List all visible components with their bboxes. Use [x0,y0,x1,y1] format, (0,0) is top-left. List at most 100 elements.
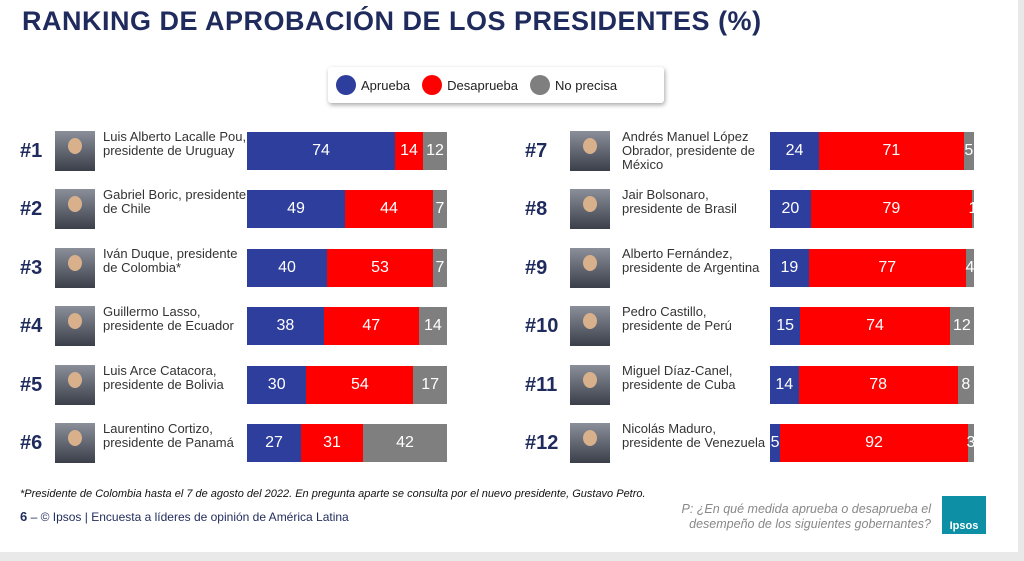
stacked-bar: 27 31 42 [247,424,447,462]
rank-label: #1 [20,140,43,162]
bar-segment-aprueba: 38 [247,307,324,345]
president-row: #6 Laurentino Cortizo, presidente de Pana… [20,421,480,463]
president-photo [55,131,95,171]
president-name: Jair Bolsonaro, presidente de Brasil [622,187,737,216]
president-row: #8 Jair Bolsonaro, presidente de Brasil 20… [525,187,985,229]
logo-text: Ipsos [949,520,979,532]
president-photo [55,189,95,229]
rank-label: #11 [525,374,558,396]
bar-segment-aprueba: 15 [770,307,801,345]
rank-label: #9 [525,257,548,279]
president-photo [55,423,95,463]
stacked-bar: 19 77 4 [770,249,974,287]
president-name: Luis Alberto Lacalle Pou, presidente de … [103,129,247,158]
bar-segment-aprueba: 40 [247,249,327,287]
ipsos-logo: Ipsos [942,496,986,534]
legend-item-desaprueba: Desaprueba [422,75,518,95]
page-number: 6 [20,509,28,524]
stacked-bar: 15 74 12 [770,307,974,345]
bar-segment-no-precisa: 5 [963,132,974,170]
bar-segment-no-precisa: 3 [966,424,975,462]
bar-segment-desaprueba: 44 [345,190,433,228]
president-row: #7 Andrés Manuel López Obrador, president… [525,129,985,172]
bar-segment-desaprueba: 78 [798,366,958,404]
legend-swatch [422,75,443,95]
bar-segment-aprueba: 27 [247,424,301,462]
president-row: #12 Nicolás Maduro, presidente de Venezue… [525,421,985,463]
president-name: Nicolás Maduro, presidente de Venezuela [622,421,766,450]
legend: Aprueba Desaprueba No precisa [328,67,664,103]
bar-segment-no-precisa: 7 [433,190,447,228]
president-name: Alberto Fernández, presidente de Argenti… [622,246,760,275]
president-photo [55,248,95,288]
legend-label: Aprueba [361,77,411,93]
bar-segment-aprueba: 74 [247,132,395,170]
legend-item-aprueba: Aprueba [336,75,410,95]
bar-segment-desaprueba: 54 [306,366,414,404]
stacked-bar: 14 78 8 [770,366,974,404]
legend-swatch [529,75,550,95]
bar-segment-aprueba: 30 [247,366,307,404]
bar-segment-aprueba: 5 [770,424,781,462]
legend-swatch [336,75,356,95]
legend-item-no-precisa: No precisa [529,75,617,95]
bar-segment-no-precisa: 1 [969,190,977,228]
bar-segment-no-precisa: 17 [413,366,447,404]
president-photo [570,189,610,229]
stacked-bar: 38 47 14 [247,307,447,345]
source: © Ipsos | Encuesta a líderes de opinión … [40,510,349,524]
president-name: Laurentino Cortizo, presidente de Panamá [103,421,234,450]
bar-segment-desaprueba: 71 [818,132,964,170]
president-name: Andrés Manuel López Obrador, presidente … [622,129,755,172]
president-photo [55,306,95,346]
bar-segment-no-precisa: 12 [949,307,974,345]
stacked-bar: 30 54 17 [247,366,447,404]
rank-label: #10 [525,315,559,337]
legend-label: Desaprueba [447,77,518,93]
rank-label: #5 [20,374,43,396]
president-name: Guillermo Lasso, presidente de Ecuador [103,304,234,333]
bar-segment-aprueba: 20 [770,190,811,228]
bar-segment-no-precisa: 14 [418,307,447,345]
president-row: #1 Luis Alberto Lacalle Pou, presidente d… [20,129,480,171]
bar-segment-desaprueba: 31 [301,424,363,462]
bar-segment-desaprueba: 14 [395,132,423,170]
president-photo [570,248,610,288]
bar-segment-desaprueba: 47 [323,307,419,345]
president-row: #11 Miguel Díaz-Canel, presidente de Cuba… [525,363,985,405]
bar-segment-desaprueba: 77 [808,249,966,287]
rank-label: #8 [525,198,548,220]
president-row: #4 Guillermo Lasso, presidente de Ecuador… [20,304,480,346]
rank-label: #12 [525,432,559,454]
bar-segment-no-precisa: 12 [423,132,447,170]
president-photo [570,365,610,405]
page-footer: 6 – © Ipsos | Encuesta a líderes de opin… [20,509,349,524]
bar-segment-no-precisa: 42 [363,424,447,462]
president-name: Gabriel Boric, presidente de Chile [103,187,247,216]
president-row: #10 Pedro Castillo, presidente de Perú 15 7… [525,304,985,346]
rank-label: #6 [20,432,43,454]
bar-segment-aprueba: 49 [247,190,345,228]
rank-label: #7 [525,140,548,162]
president-photo [570,423,610,463]
rank-label: #4 [20,315,43,337]
president-name: Pedro Castillo, presidente de Perú [622,304,732,333]
question-text: P: ¿En qué medida aprueba o desaprueba e… [681,502,931,531]
president-row: #3 Iván Duque, presidente de Colombia* 40 5… [20,247,480,288]
president-photo [570,306,610,346]
stacked-bar: 40 53 7 [247,249,447,287]
bar-segment-desaprueba: 92 [780,424,968,462]
bar-segment-desaprueba: 79 [810,190,972,228]
president-name: Luis Arce Catacora, presidente de Bolivi… [103,363,224,392]
president-row: #9 Alberto Fernández, presidente de Argen… [525,246,985,288]
stacked-bar: 49 44 7 [247,190,447,228]
president-row: #2 Gabriel Boric, presidente de Chile 49 44… [20,187,480,229]
president-name: Miguel Díaz-Canel, presidente de Cuba [622,363,736,392]
president-photo [570,131,610,171]
slide: RANKING DE APROBACIÓN DE LOS PRESIDENTES… [0,0,1018,552]
bar-segment-no-precisa: 7 [433,249,447,287]
rank-label: #3 [20,257,43,279]
stacked-bar: 5 92 3 [770,424,975,462]
bar-segment-aprueba: 19 [770,249,809,287]
footnote: *Presidente de Colombia hasta el 7 de ag… [20,488,646,500]
